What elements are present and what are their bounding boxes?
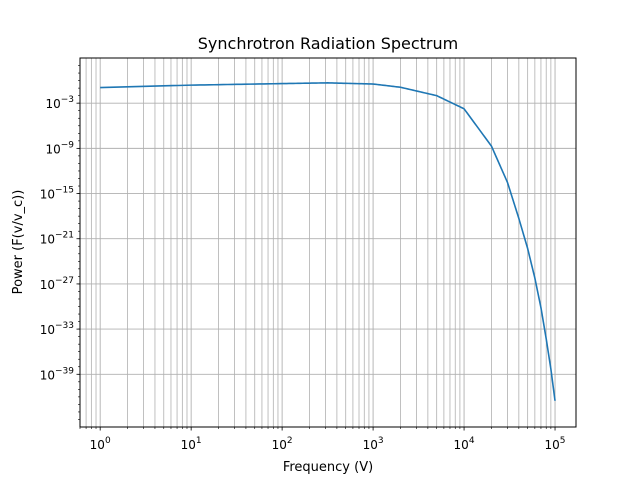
x-tick-base: 10 bbox=[363, 438, 378, 452]
y-tick-exponent: −33 bbox=[55, 321, 74, 331]
y-tick-label: 10−15 bbox=[40, 186, 74, 202]
y-tick-label: 10−21 bbox=[40, 231, 74, 247]
x-tick-label: 102 bbox=[272, 436, 293, 452]
x-tick-exponent: 0 bbox=[105, 436, 111, 446]
grid bbox=[79, 58, 576, 427]
y-tick-base: 10 bbox=[45, 97, 60, 111]
y-tick-label: 10−33 bbox=[40, 321, 74, 337]
y-tick-base: 10 bbox=[40, 188, 55, 202]
y-tick-label: 10−9 bbox=[45, 140, 74, 156]
chart-title: Synchrotron Radiation Spectrum bbox=[198, 34, 458, 53]
y-tick-base: 10 bbox=[40, 278, 55, 292]
y-tick-base: 10 bbox=[40, 323, 55, 337]
y-axis-label: Power (F(v/v_c)) bbox=[11, 190, 26, 295]
x-tick-base: 10 bbox=[90, 438, 105, 452]
y-tick-exponent: −3 bbox=[61, 95, 74, 105]
y-tick-exponent: −15 bbox=[55, 186, 74, 196]
x-tick-label: 103 bbox=[363, 436, 384, 452]
series-line bbox=[100, 82, 556, 401]
series-layer bbox=[100, 82, 556, 401]
x-axis-label: Frequency (V) bbox=[283, 460, 373, 475]
x-tick-base: 10 bbox=[272, 438, 287, 452]
x-tick-exponent: 4 bbox=[469, 436, 475, 446]
y-tick-exponent: −27 bbox=[55, 276, 74, 286]
x-tick-label: 104 bbox=[454, 436, 475, 452]
x-tick-label: 105 bbox=[545, 436, 566, 452]
x-tick-label: 101 bbox=[181, 436, 202, 452]
ticks: 100 101 102 103 104 10510−310−910−1510−2110−2… bbox=[40, 65, 566, 452]
plot-frame bbox=[79, 57, 577, 428]
y-tick-base: 10 bbox=[45, 142, 60, 156]
y-tick-label: 10−3 bbox=[45, 95, 74, 111]
y-tick-base: 10 bbox=[40, 368, 55, 382]
x-tick-label: 100 bbox=[90, 436, 111, 452]
x-tick-exponent: 3 bbox=[378, 436, 384, 446]
x-tick-exponent: 5 bbox=[560, 436, 566, 446]
y-tick-base: 10 bbox=[40, 233, 55, 247]
y-tick-exponent: −39 bbox=[55, 366, 74, 376]
x-tick-base: 10 bbox=[454, 438, 469, 452]
x-tick-exponent: 2 bbox=[287, 436, 293, 446]
x-tick-base: 10 bbox=[545, 438, 560, 452]
x-tick-base: 10 bbox=[181, 438, 196, 452]
x-tick-exponent: 1 bbox=[196, 436, 202, 446]
y-tick-exponent: −9 bbox=[61, 140, 75, 150]
y-tick-exponent: −21 bbox=[55, 231, 74, 241]
y-tick-label: 10−39 bbox=[40, 366, 75, 382]
y-tick-label: 10−27 bbox=[40, 276, 74, 292]
